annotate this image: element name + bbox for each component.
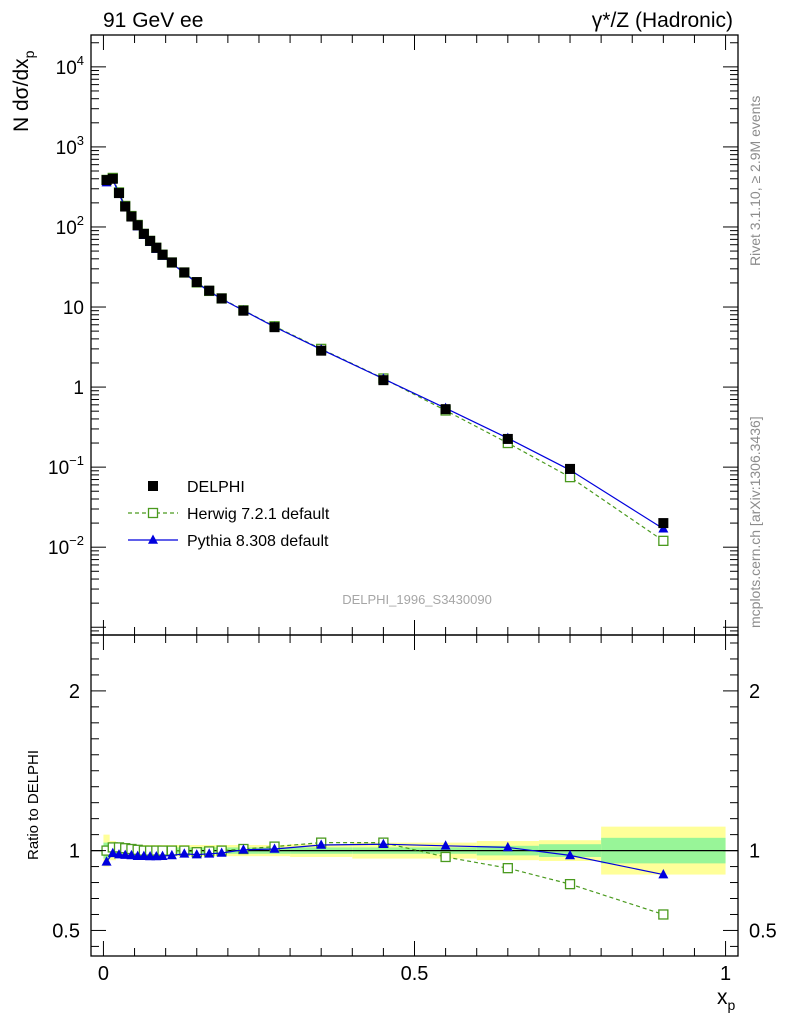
- series-line-2: [106, 178, 664, 530]
- x-axis-label: xp: [717, 986, 736, 1013]
- ratio-point-1-3: [120, 849, 131, 859]
- ratio-y-tick-label: 2: [69, 681, 80, 703]
- rivet-label: Rivet 3.1.10, ≥ 2.9M events: [747, 96, 763, 266]
- ratio-y-tick-label: 0.5: [52, 920, 80, 942]
- ratio-point-1-9: [157, 850, 168, 860]
- ratio-point-1-12: [191, 849, 202, 859]
- ratio-point-1-19: [440, 840, 451, 850]
- legend-label: Pythia 8.308 default: [187, 533, 329, 550]
- x-tick-label: 0.5: [401, 963, 429, 985]
- data-point-0-7: [145, 235, 156, 246]
- data-point-1-21: [564, 471, 576, 483]
- y-axis-label-ratio: Ratio to DELPHI: [25, 750, 42, 860]
- ratio-y-tick-label-right: 2: [749, 681, 760, 703]
- y-tick-label: 10−2: [48, 533, 84, 559]
- data-point-0-21: [565, 463, 576, 474]
- data-point-0-15: [238, 305, 249, 316]
- data-point-0-19: [440, 404, 451, 415]
- ratio-point-1-13: [204, 848, 215, 858]
- ratio-point-0-20: [502, 863, 513, 874]
- data-point-0-12: [191, 277, 202, 288]
- ratio-point-0-22: [658, 909, 669, 920]
- axis-tick-labels: 10−2 10−1 1 10 102 103 104 0 0.5 1 0.5 0.5 1 1 2 2: [48, 53, 777, 985]
- data-point-0-22: [658, 518, 669, 529]
- ratio-point-1-20: [502, 841, 513, 852]
- ratio-point-1-14: [216, 847, 227, 857]
- legend-entry: Pythia 8.308 default: [128, 533, 329, 550]
- y-tick-label: 10: [63, 298, 84, 319]
- ratio-point-1-4: [126, 849, 137, 860]
- data-point-0-0: [101, 175, 112, 186]
- x-tick-label: 1: [720, 963, 731, 985]
- ratio-frame: [90, 634, 739, 957]
- data-point-0-3: [120, 201, 131, 212]
- x-axis-label-text: xp: [717, 986, 736, 1013]
- y-axis-label-main: N dσ/dxp: [10, 50, 37, 132]
- y-tick-label: 103: [56, 133, 84, 159]
- data-point-0-11: [179, 267, 190, 278]
- y-tick-label: 10−1: [48, 453, 84, 479]
- data-point-0-6: [138, 228, 149, 239]
- data-point-0-4: [126, 211, 137, 222]
- ratio-point-1-1: [107, 847, 118, 858]
- ratio-point-1-11: [179, 848, 190, 858]
- ratio-point-1-2: [113, 849, 124, 859]
- ratio-point-1-10: [166, 849, 177, 860]
- legend-label: DELPHI: [187, 479, 245, 496]
- legend-entry: DELPHI: [148, 479, 245, 496]
- data-point-0-10: [166, 257, 177, 268]
- ratio-point-1-17: [316, 839, 327, 849]
- legend: DELPHI Herwig 7.2.1 default Pythia 8.308 d…: [128, 479, 330, 550]
- ratio-point-1-21: [565, 849, 576, 860]
- ratio-point-1-18: [378, 838, 389, 849]
- title-left: 91 GeV ee: [103, 9, 203, 32]
- y-tick-label: 1: [73, 378, 84, 399]
- main-series-group: [101, 172, 669, 546]
- data-point-0-1: [107, 173, 118, 184]
- data-point-1-22: [658, 535, 669, 546]
- data-point-0-16: [269, 322, 280, 333]
- y-tick-label: 102: [56, 213, 84, 239]
- title-right: γ*/Z (Hadronic): [592, 9, 733, 32]
- legend-label: Herwig 7.2.1 default: [187, 506, 330, 523]
- data-point-0-20: [502, 433, 513, 444]
- x-tick-label: 0: [98, 963, 109, 985]
- legend-entry: Herwig 7.2.1 default: [128, 506, 330, 523]
- ratio-point-1-6: [138, 850, 149, 860]
- data-point-0-18: [378, 375, 389, 386]
- ratio-y-tick-label-right: 1: [749, 841, 760, 863]
- legend-marker: [148, 481, 158, 491]
- data-point-0-2: [113, 188, 124, 199]
- ratio-point-1-0: [101, 856, 112, 866]
- data-point-0-8: [151, 242, 162, 253]
- data-point-0-17: [316, 345, 327, 356]
- watermark: DELPHI_1996_S3430090: [342, 592, 492, 607]
- ratio-point-1-16: [269, 843, 280, 853]
- ratio-point-0-19: [440, 851, 451, 863]
- ratio-y-tick-label: 1: [69, 841, 80, 863]
- legend-marker: [147, 507, 159, 519]
- ratio-point-1-22: [658, 869, 669, 879]
- axis-ticks: [91, 35, 738, 956]
- data-point-0-14: [216, 293, 227, 304]
- mcplots-label: mcplots.cern.ch [arXiv:1306.3436]: [747, 416, 763, 628]
- ratio-point-1-15: [238, 844, 249, 854]
- y-tick-label: 104: [56, 53, 84, 79]
- data-point-0-5: [132, 220, 143, 231]
- data-point-0-13: [204, 285, 215, 296]
- y-axis-label-text: N dσ/dxp: [10, 50, 37, 132]
- legend-marker: [148, 534, 158, 544]
- ratio-y-tick-label-right: 0.5: [749, 920, 777, 942]
- data-point-0-9: [157, 249, 168, 260]
- ratio-series-group: [101, 837, 669, 920]
- ratio-point-0-21: [564, 878, 576, 890]
